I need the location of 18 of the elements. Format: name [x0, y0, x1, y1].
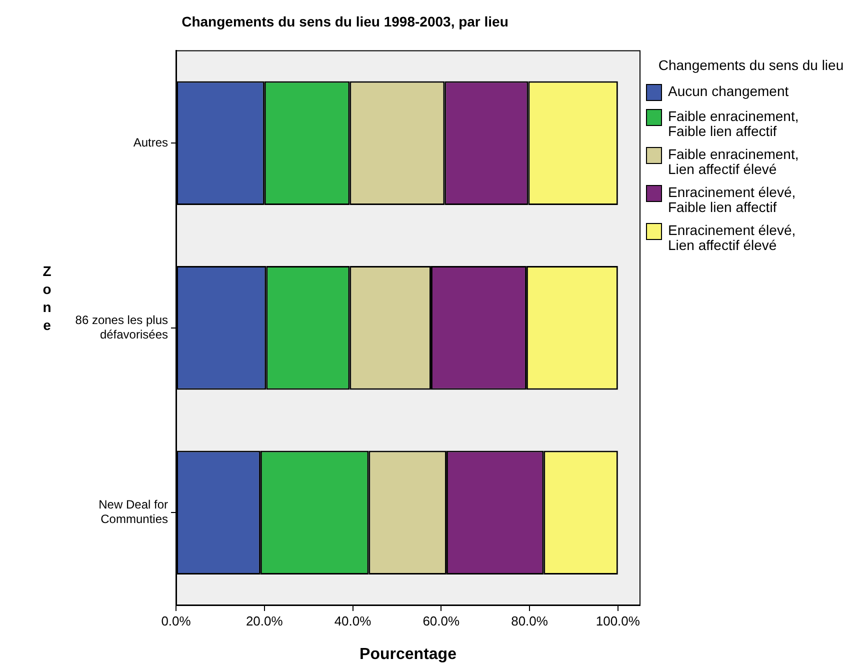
- legend-title: Changements du sens du lieu: [657, 56, 845, 75]
- y-tick-label: Autres: [133, 135, 168, 150]
- x-tick-label: 60.0%: [422, 613, 460, 628]
- x-tick-label: 100.0%: [596, 613, 640, 628]
- legend-label: Enracinement élevé, Faible lien affectif: [668, 184, 797, 215]
- x-tick-label: 80.0%: [511, 613, 548, 628]
- legend-label: Faible enracinement, Faible lien affectif: [668, 108, 800, 139]
- x-axis-title: Pourcentage: [360, 646, 457, 663]
- legend-label: Aucun changement: [668, 83, 789, 99]
- legend-label: Enracinement élevé, Lien affectif élevé: [668, 222, 797, 253]
- x-tick-label: 20.0%: [246, 613, 284, 628]
- legend-label: Faible enracinement, Lien affectif élevé: [668, 146, 800, 177]
- x-tick-label: 40.0%: [334, 613, 372, 628]
- y-tick-label: 86 zones les plus défavorisées: [75, 313, 168, 342]
- y-tick-label: New Deal for Communties: [98, 498, 168, 526]
- y-axis-title: Zone: [42, 262, 52, 334]
- chart-title: Changements du sens du lieu 1998-2003, par lieu: [182, 13, 508, 30]
- x-tick-label: 0.0%: [161, 613, 192, 628]
